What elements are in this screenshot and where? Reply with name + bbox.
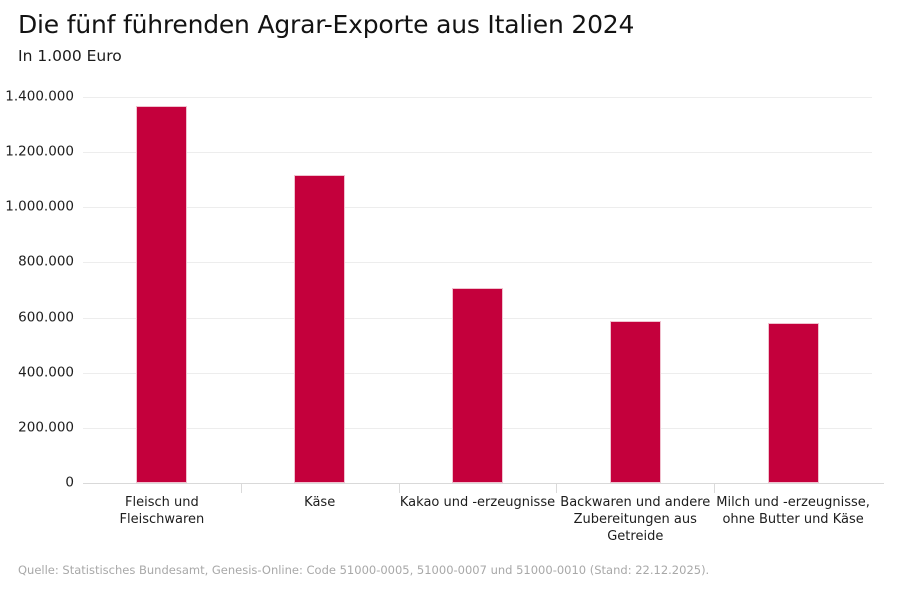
x-axis-category-label-line: Zubereitungen aus (573, 512, 697, 527)
y-axis-tick-label: 1.400.000 (5, 88, 74, 105)
bar[interactable] (294, 175, 346, 483)
x-axis-category-label: Fleisch und Fleischwaren (83, 494, 241, 528)
y-axis-tick-label: 200.000 (18, 419, 74, 436)
gridline (83, 152, 872, 154)
chart-title: Die fünf führenden Agrar-Exporte aus Ita… (18, 10, 635, 39)
x-axis-category-label-line: Fleischwaren (119, 512, 205, 527)
x-axis-category-label-line: Kakao und -erzeugnisse (399, 495, 556, 510)
chart-subtitle: In 1.000 Euro (18, 47, 122, 65)
y-axis-tick-labels: 1.400.000 1.200.000 1.000.000 800.000 600.00… (0, 90, 74, 489)
gridline (83, 97, 872, 98)
y-axis-tick-label: 0 (65, 474, 74, 491)
y-axis-tick-label: 400.000 (18, 363, 74, 380)
x-axis-category-label-line: Getreide (607, 529, 664, 544)
gridline (83, 207, 872, 209)
x-axis-category-label-line: Backwaren und andere (560, 495, 711, 510)
x-axis-category-label-line: Fleisch und (125, 495, 199, 510)
source-note: Quelle: Statistisches Bundesamt, Genesis… (18, 563, 710, 577)
y-axis-tick-label: 1.200.000 (5, 143, 74, 160)
x-axis-tick (398, 484, 400, 493)
bar[interactable] (136, 106, 188, 483)
x-axis-tick (240, 484, 242, 493)
x-axis-category-label: Käse (241, 494, 399, 511)
x-axis-tick (714, 484, 716, 493)
x-axis-tick (556, 484, 558, 493)
x-axis-category-label: Backwaren und andere Zubereitungen aus Get… (556, 494, 714, 545)
x-axis-category-label: Kakao und -erzeugnisse (399, 494, 557, 511)
x-axis-category-label-line: ohne Butter und Käse (722, 512, 864, 527)
y-axis-tick-label: 1.000.000 (5, 198, 74, 215)
gridline (83, 262, 872, 264)
x-axis-baseline (83, 483, 884, 484)
bar[interactable] (609, 320, 661, 483)
x-axis-category-label-line: Käse (304, 495, 336, 510)
x-axis-category-label: Milch und -erzeugnisse, ohne Butter und K… (714, 494, 872, 528)
x-axis-category-label-line: Milch und -erzeugnisse, (716, 495, 870, 510)
bar[interactable] (767, 322, 819, 483)
y-axis-tick-label: 600.000 (18, 308, 74, 325)
bar[interactable] (452, 288, 503, 483)
y-axis-tick-label: 800.000 (18, 253, 74, 270)
plot-area (83, 97, 872, 484)
